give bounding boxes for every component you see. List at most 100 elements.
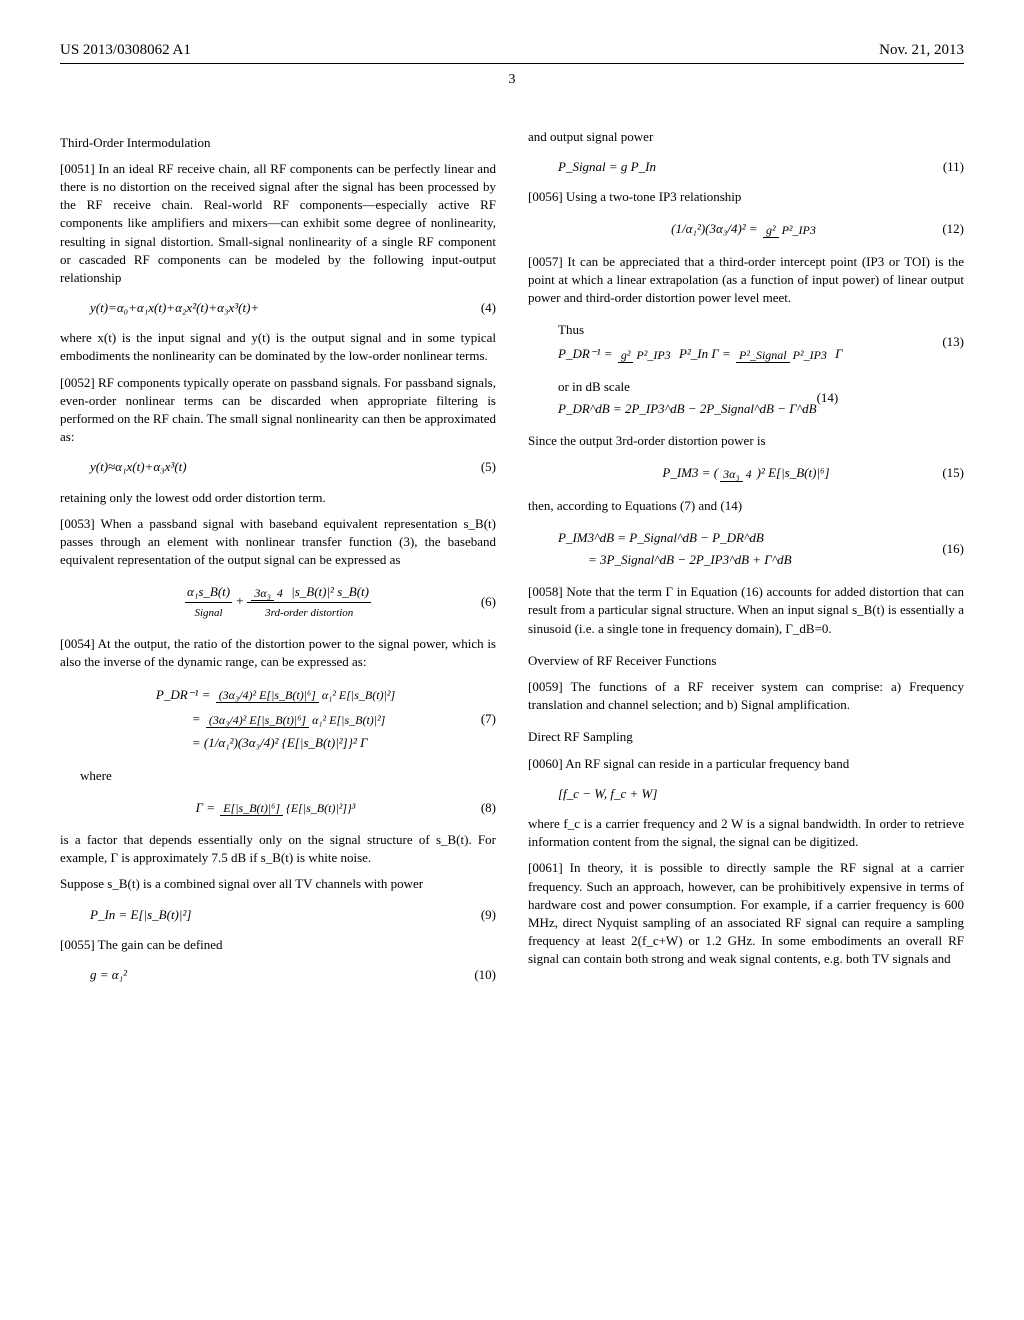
equation-6: α₁s_B(t) Signal + 3α₃4 |s_B(t)|² s_B(t) … <box>60 583 496 621</box>
section-title: Third-Order Intermodulation <box>60 134 496 152</box>
para-since: Since the output 3rd-order distortion po… <box>528 432 964 450</box>
eq-body: Thus P_DR⁻¹ = g² P²_IP3 P²_In Γ = P²_Sign… <box>558 321 843 364</box>
equation-7: P_DR⁻¹ = (3α₃/4)² E[|s_B(t)|⁶]α₁² E[|s_B… <box>60 686 496 753</box>
eq-body: (1/α₁²)(3α₃/4)² = g²P²_IP3 <box>671 220 821 238</box>
eq7-l2-top: (3α₃/4)² E[|s_B(t)|⁶] <box>206 713 309 728</box>
eq13-tail: Γ <box>835 346 842 361</box>
eq-body: Γ = E[|s_B(t)|⁶]{E[|s_B(t)|²]}³ <box>196 799 361 817</box>
para-after-8: is a factor that depends essentially onl… <box>60 831 496 867</box>
left-column: Third-Order Intermodulation [0051] In an… <box>60 120 496 997</box>
eq8-lhs: Γ = <box>196 800 215 815</box>
equation-16: P_IM3^dB = P_Signal^dB − P_DR^dB = 3P_Si… <box>528 529 964 569</box>
para-then: then, according to Equations (7) and (14… <box>528 497 964 515</box>
eq-number: (4) <box>481 299 496 317</box>
eq-number: (8) <box>481 799 496 817</box>
equation-12: (1/α₁²)(3α₃/4)² = g²P²_IP3 (12) <box>528 220 964 238</box>
right-column: and output signal power P_Signal = g P_I… <box>528 120 964 997</box>
eq-body: α₁s_B(t) Signal + 3α₃4 |s_B(t)|² s_B(t) … <box>185 583 371 621</box>
eq14-body: P_DR^dB = 2P_IP3^dB − 2P_Signal^dB − Γ^d… <box>558 401 817 416</box>
plus: + <box>235 593 247 608</box>
eq6-dist-label: 3rd-order distortion <box>265 607 353 619</box>
eq12-bot: P²_IP3 <box>779 223 819 237</box>
eq15-bot: 4 <box>743 467 755 481</box>
eq8-top: E[|s_B(t)|⁶] <box>220 801 283 816</box>
para-0055: [0055] The gain can be defined <box>60 936 496 954</box>
eq8-bot: {E[|s_B(t)|²]}³ <box>283 801 358 815</box>
para-0054: [0054] At the output, the ratio of the d… <box>60 635 496 671</box>
eq-number: (11) <box>943 158 964 176</box>
page-header: US 2013/0308062 A1 Nov. 21, 2013 <box>60 40 964 64</box>
eq12-lhs: (1/α₁²)(3α₃/4)² = <box>671 221 758 236</box>
eq6-top: 3α₃ <box>251 586 273 601</box>
para-0052: [0052] RF components typically operate o… <box>60 374 496 447</box>
eq15-tail: ² E[|s_B(t)|⁶] <box>761 465 830 480</box>
eq-number: (7) <box>481 710 496 728</box>
eq-number: (5) <box>481 458 496 476</box>
eq-body: P_In = E[|s_B(t)|²] <box>90 906 469 924</box>
eq13-lhs: P_DR⁻¹ = <box>558 346 613 361</box>
eq-body: or in dB scale P_DR^dB = 2P_IP3^dB − 2P_… <box>558 378 817 418</box>
para-suppose: Suppose s_B(t) is a combined signal over… <box>60 875 496 893</box>
eq7-l2-bot: α₁² E[|s_B(t)|²] <box>309 713 388 727</box>
eq-number: (9) <box>481 906 496 924</box>
eq15-top: 3α₃ <box>720 467 742 482</box>
eq13-mid: P²_In Γ = <box>679 346 731 361</box>
equation-8: Γ = E[|s_B(t)|⁶]{E[|s_B(t)|²]}³ (8) <box>60 799 496 817</box>
section-title: Direct RF Sampling <box>528 728 964 746</box>
para-0061: [0061] In theory, it is possible to dire… <box>528 859 964 968</box>
equation-4: y(t)=α₀+α₁x(t)+α₂x²(t)+α₃x³(t)+ (4) <box>90 299 496 317</box>
eq7-l1-bot: α₁² E[|s_B(t)|²] <box>319 688 398 702</box>
equation-9: P_In = E[|s_B(t)|²] (9) <box>90 906 496 924</box>
equation-15: P_IM3 = (3α₃4)² E[|s_B(t)|⁶] (15) <box>528 464 964 482</box>
para-outpow: and output signal power <box>528 128 964 146</box>
eq13-b-bot: P²_IP3 <box>790 348 830 362</box>
eq-body: y(t)=α₀+α₁x(t)+α₂x²(t)+α₃x³(t)+ <box>90 299 469 317</box>
eq7-l1-top: (3α₃/4)² E[|s_B(t)|⁶] <box>216 688 319 703</box>
equation-10: g = α₁² (10) <box>90 966 496 984</box>
equation-5: y(t)≈α₁x(t)+α₃x³(t) (5) <box>90 458 496 476</box>
eq7-lhs: P_DR⁻¹ = <box>156 687 211 702</box>
or-db-label: or in dB scale <box>558 378 817 396</box>
eq6-tail: |s_B(t)|² s_B(t) <box>291 584 369 599</box>
eq-number: (6) <box>481 593 496 611</box>
two-column-body: Third-Order Intermodulation [0051] In an… <box>60 120 964 997</box>
eq-body: P_Signal = g P_In <box>558 158 931 176</box>
para-0053: [0053] When a passband signal with baseb… <box>60 515 496 570</box>
section-title: Overview of RF Receiver Functions <box>528 652 964 670</box>
para-after-band: where f_c is a carrier frequency and 2 W… <box>528 815 964 851</box>
where-label: where <box>80 767 496 785</box>
eq13-b-top: P²_Signal <box>736 348 790 363</box>
para-0056: [0056] Using a two-tone IP3 relationship <box>528 188 964 206</box>
thus-label: Thus <box>558 321 843 339</box>
equation-13: Thus P_DR⁻¹ = g² P²_IP3 P²_In Γ = P²_Sign… <box>528 321 964 364</box>
freq-band: [f_c − W, f_c + W] <box>558 785 964 803</box>
eq-body: y(t)≈α₁x(t)+α₃x³(t) <box>90 458 469 476</box>
eq-number: (12) <box>942 220 964 238</box>
eq-number: (10) <box>474 966 496 984</box>
eq-body: g = α₁² <box>90 966 462 984</box>
para-0058: [0058] Note that the term Γ in Equation … <box>528 583 964 638</box>
eq12-top: g² <box>763 223 779 238</box>
eq-body: P_DR⁻¹ = (3α₃/4)² E[|s_B(t)|⁶]α₁² E[|s_B… <box>156 686 400 753</box>
eq-number: (15) <box>942 464 964 482</box>
para-after-5: retaining only the lowest odd order dist… <box>60 489 496 507</box>
eq-body: P_IM3^dB = P_Signal^dB − P_DR^dB = 3P_Si… <box>558 529 792 569</box>
pub-number: US 2013/0308062 A1 <box>60 40 191 61</box>
eq6-signal: α₁s_B(t) <box>187 584 230 599</box>
eq-body: [f_c − W, f_c + W] <box>558 785 964 803</box>
para-0060: [0060] An RF signal can reside in a part… <box>528 755 964 773</box>
para-after-4: where x(t) is the input signal and y(t) … <box>60 329 496 365</box>
eq-number: (16) <box>942 540 964 558</box>
eq6-bot: 4 <box>274 586 286 600</box>
equation-14: or in dB scale P_DR^dB = 2P_IP3^dB − 2P_… <box>528 378 964 418</box>
eq6-signal-label: Signal <box>195 607 223 619</box>
eq-body: P_IM3 = (3α₃4)² E[|s_B(t)|⁶] <box>662 464 829 482</box>
eq7-l3: = (1/α₁²)(3α₃/4)² {E[|s_B(t)|²]}² Γ <box>192 734 400 752</box>
eq15-lhs: P_IM3 = <box>662 465 710 480</box>
para-0059: [0059] The functions of a RF receiver sy… <box>528 678 964 714</box>
eq-number: (14) <box>817 389 839 407</box>
para-0051: [0051] In an ideal RF receive chain, all… <box>60 160 496 287</box>
eq16-l2: = 3P_Signal^dB − 2P_IP3^dB + Γ^dB <box>588 551 792 569</box>
eq13-a-top: g² <box>618 348 634 363</box>
eq-number: (13) <box>942 333 964 351</box>
